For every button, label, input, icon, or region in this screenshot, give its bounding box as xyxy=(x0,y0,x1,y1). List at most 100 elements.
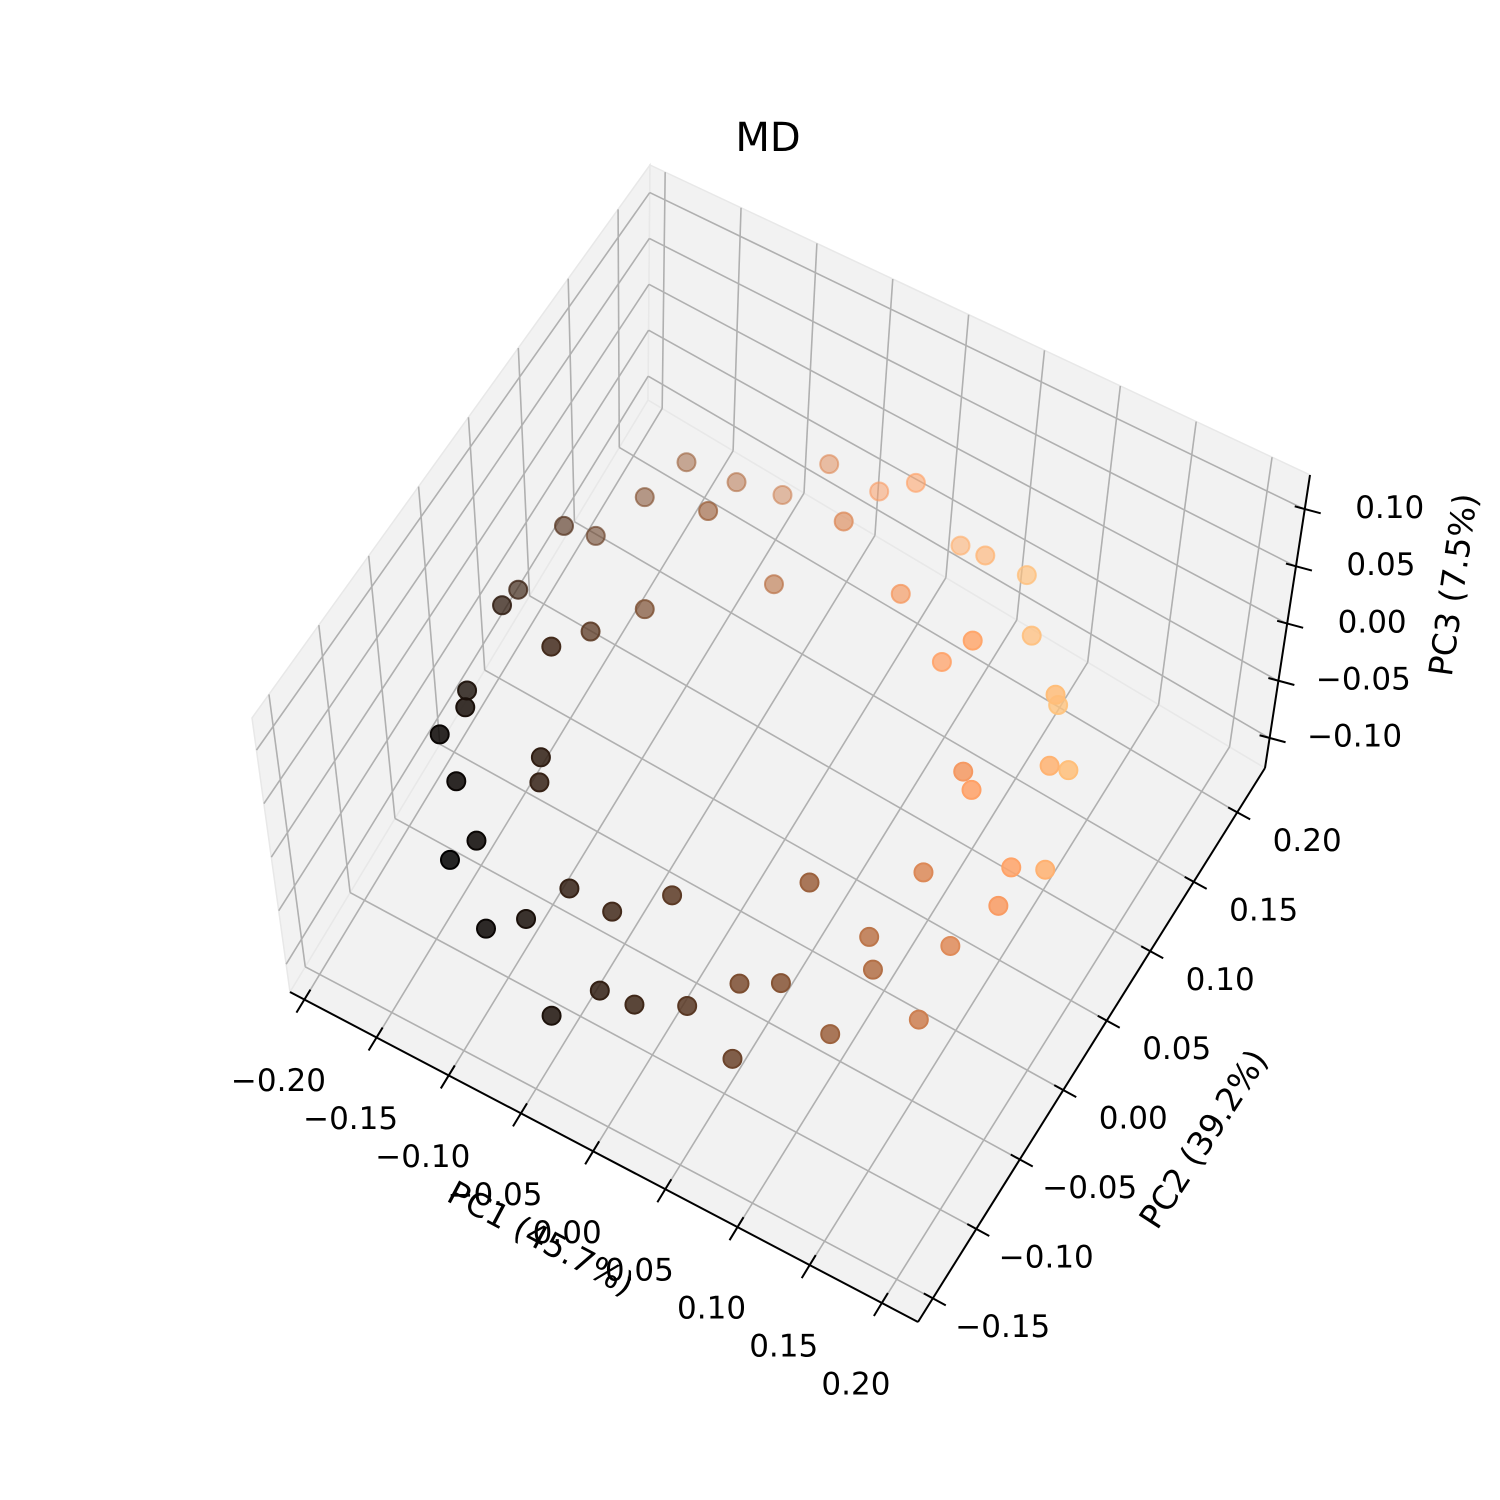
tick-mark xyxy=(728,1216,745,1241)
point xyxy=(770,973,791,994)
point xyxy=(662,885,683,906)
point xyxy=(913,862,934,883)
grid xyxy=(255,172,1306,1304)
y-tick-label: 0.10 xyxy=(1186,962,1255,998)
point xyxy=(908,1009,929,1030)
point xyxy=(1045,684,1066,705)
x-tick-label: 0.00 xyxy=(533,1215,602,1251)
point xyxy=(799,872,820,893)
y-grid-line xyxy=(349,891,977,1230)
point xyxy=(905,472,926,493)
point xyxy=(457,680,478,701)
tick-mark xyxy=(656,1178,673,1203)
x-grid-line xyxy=(375,450,734,1038)
point xyxy=(602,901,623,922)
x-tick-label: 0.15 xyxy=(749,1329,818,1365)
point xyxy=(975,545,996,566)
y-grid-line xyxy=(467,417,486,671)
point xyxy=(492,595,513,616)
y-grid-line xyxy=(268,694,307,967)
point xyxy=(988,895,1009,916)
y-tick-label: −0.15 xyxy=(955,1309,1050,1345)
x-grid-line xyxy=(661,172,666,409)
point xyxy=(677,995,698,1016)
z-grid-line xyxy=(255,192,651,751)
tick-mark xyxy=(1259,734,1286,744)
y-grid-line xyxy=(439,743,1064,1091)
point xyxy=(541,1005,562,1026)
x-tick-label: −0.20 xyxy=(231,1063,326,1099)
point xyxy=(833,511,854,532)
point xyxy=(446,771,467,792)
x-grid-line xyxy=(592,577,947,1152)
point xyxy=(698,500,719,521)
y-tick-label: −0.05 xyxy=(1042,1170,1137,1206)
tick-mark xyxy=(1184,875,1208,890)
tick-mark xyxy=(1294,505,1321,515)
point xyxy=(585,525,606,546)
point xyxy=(726,472,747,493)
x-grid-line xyxy=(1086,385,1122,663)
point xyxy=(722,1048,743,1069)
point xyxy=(466,830,487,851)
point xyxy=(962,630,983,651)
z-grid-line xyxy=(648,329,1279,682)
tick-mark xyxy=(1010,1153,1034,1168)
point xyxy=(429,724,450,745)
point xyxy=(869,481,890,502)
x-tick-label: 0.05 xyxy=(605,1253,674,1289)
tick-mark xyxy=(295,989,312,1014)
tick-mark xyxy=(1268,677,1295,686)
axis-line xyxy=(289,991,919,1323)
y-tick-label: 0.15 xyxy=(1229,892,1298,928)
y-grid-line xyxy=(367,555,396,819)
x-grid-line xyxy=(664,619,1018,1190)
points xyxy=(429,452,1079,1069)
point xyxy=(676,452,697,473)
axis-line xyxy=(1264,474,1311,769)
point xyxy=(940,935,961,956)
point xyxy=(862,959,883,980)
y-grid-line xyxy=(517,347,531,596)
point xyxy=(455,697,476,718)
y-tick-label: −0.10 xyxy=(999,1239,1094,1275)
point xyxy=(634,599,655,620)
point xyxy=(589,980,610,1001)
x-grid-line xyxy=(736,661,1089,1228)
z-grid-line xyxy=(285,375,649,965)
point xyxy=(508,579,529,600)
x-tick-label: −0.05 xyxy=(447,1177,542,1213)
y-grid-line xyxy=(394,817,1021,1161)
tick-mark xyxy=(800,1254,817,1279)
x-grid-line xyxy=(1157,421,1197,705)
chart-title: MD xyxy=(735,115,800,161)
y-grid-line xyxy=(417,486,441,745)
point xyxy=(950,535,971,556)
point xyxy=(961,779,982,800)
point xyxy=(624,994,645,1015)
point xyxy=(580,621,601,642)
x-grid-line xyxy=(881,746,1231,1304)
tick-mark xyxy=(367,1026,384,1052)
tick-mark xyxy=(873,1292,889,1317)
tick-mark xyxy=(1140,945,1164,960)
y-grid-line xyxy=(574,520,1195,883)
y-grid-line xyxy=(484,669,1108,1022)
z-tick-label: −0.10 xyxy=(1307,719,1402,755)
point xyxy=(931,651,952,672)
y-grid-line xyxy=(617,209,621,448)
z-grid-line xyxy=(270,283,650,858)
z-grid-line xyxy=(649,237,1297,568)
tick-mark xyxy=(439,1064,456,1089)
axes: −0.20−0.15−0.10−0.050.000.050.100.150.20… xyxy=(231,474,1424,1403)
z-grid-line xyxy=(263,237,651,805)
point xyxy=(1058,760,1079,781)
point xyxy=(772,484,793,505)
tick-mark xyxy=(1276,619,1304,629)
tick-mark xyxy=(584,1140,601,1165)
z-tick-label: 0.10 xyxy=(1355,490,1424,526)
point xyxy=(1021,625,1042,646)
tick-mark xyxy=(1097,1014,1121,1029)
